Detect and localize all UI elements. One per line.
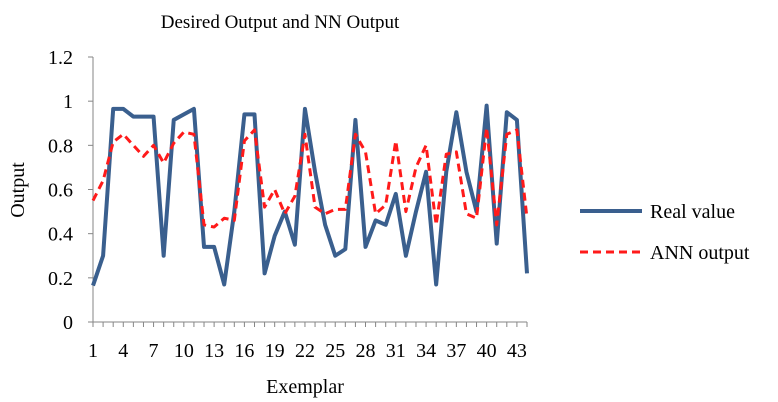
x-tick-label: 4 (118, 340, 128, 362)
x-tick-label: 10 (174, 340, 194, 362)
y-axis-label: Output (7, 162, 29, 218)
y-tick-label: 1.2 (48, 47, 73, 69)
series-line-real-value (91, 103, 529, 287)
x-tick-label: 13 (204, 340, 224, 362)
x-axis-ticks: 1 4 7 10 13 16 19 22 25 28 31 34 37 40 43 (88, 322, 528, 362)
legend: Real value ANN output (580, 201, 750, 264)
x-tick-label: 40 (477, 340, 497, 362)
x-tick-label: 7 (149, 340, 159, 362)
x-tick-label: 19 (265, 340, 285, 362)
legend-label-real-value: Real value (650, 201, 735, 223)
x-tick-label: 25 (325, 340, 345, 362)
x-tick-label: 22 (295, 340, 315, 362)
chart-title: Desired Output and NN Output (161, 12, 400, 33)
y-tick-label: 0.2 (48, 268, 73, 290)
y-tick-label: 0.8 (48, 135, 73, 157)
x-tick-label: 28 (356, 340, 376, 362)
x-tick-label: 31 (386, 340, 406, 362)
legend-label-ann-output: ANN output (650, 242, 750, 264)
x-tick-label: 1 (88, 340, 98, 362)
series-line-ann-output (91, 126, 529, 229)
y-tick-label: 0 (63, 312, 73, 334)
y-tick-label: 0.6 (48, 180, 73, 202)
y-tick-label: 0.4 (48, 224, 73, 246)
x-tick-label: 16 (234, 340, 254, 362)
y-axis-ticks: 0 0.2 0.4 0.6 0.8 1 1.2 (48, 47, 93, 334)
x-tick-label: 43 (507, 340, 527, 362)
x-tick-label: 34 (416, 340, 436, 362)
x-axis-label: Exemplar (266, 376, 344, 398)
x-tick-label: 37 (446, 340, 466, 362)
y-tick-label: 1 (63, 91, 73, 113)
series-layer (91, 103, 529, 287)
